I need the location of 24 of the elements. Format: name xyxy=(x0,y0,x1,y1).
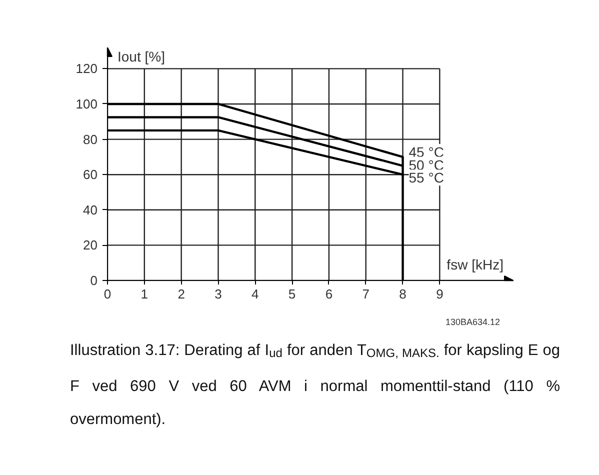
series-label: 45 °C xyxy=(408,144,444,160)
x-tick-label: 2 xyxy=(178,286,185,302)
x-tick-label: 5 xyxy=(288,286,296,302)
y-tick-label: 60 xyxy=(83,167,98,182)
x-tick-label: 1 xyxy=(140,286,148,302)
x-axis-title: fsw [kHz] xyxy=(446,256,504,272)
text: Illustration 3.17: Derating af I$_{ud}$ for anden T$_{OMG, MAKS.}$ for kapsling E og F ved 690 V ved 60 AVM i normal momenttil-stand (110 % overmoment). xyxy=(70,342,560,428)
x-tick-label: 6 xyxy=(325,286,333,302)
y-tick-label: 20 xyxy=(83,238,98,253)
y-tick-label: 100 xyxy=(76,96,98,112)
y-tick-label: 80 xyxy=(83,132,98,147)
y-tick-label: 120 xyxy=(76,61,98,76)
x-tick-label: 9 xyxy=(436,286,444,302)
text: 130BA634.12 xyxy=(444,316,500,329)
x-tick-label: 3 xyxy=(214,286,222,302)
x-tick-label: 4 xyxy=(252,286,259,302)
x-tick-label: 7 xyxy=(362,286,370,302)
x-tick-label: 8 xyxy=(399,286,406,302)
y-axis-title: Iout [%] xyxy=(118,48,165,64)
series-label: 50 °C xyxy=(408,156,444,173)
y-tick-label: 40 xyxy=(83,202,98,218)
x-tick-label: 0 xyxy=(104,286,112,302)
y-tick-label: 0 xyxy=(90,273,98,288)
series-label: 55 °C xyxy=(408,170,444,186)
